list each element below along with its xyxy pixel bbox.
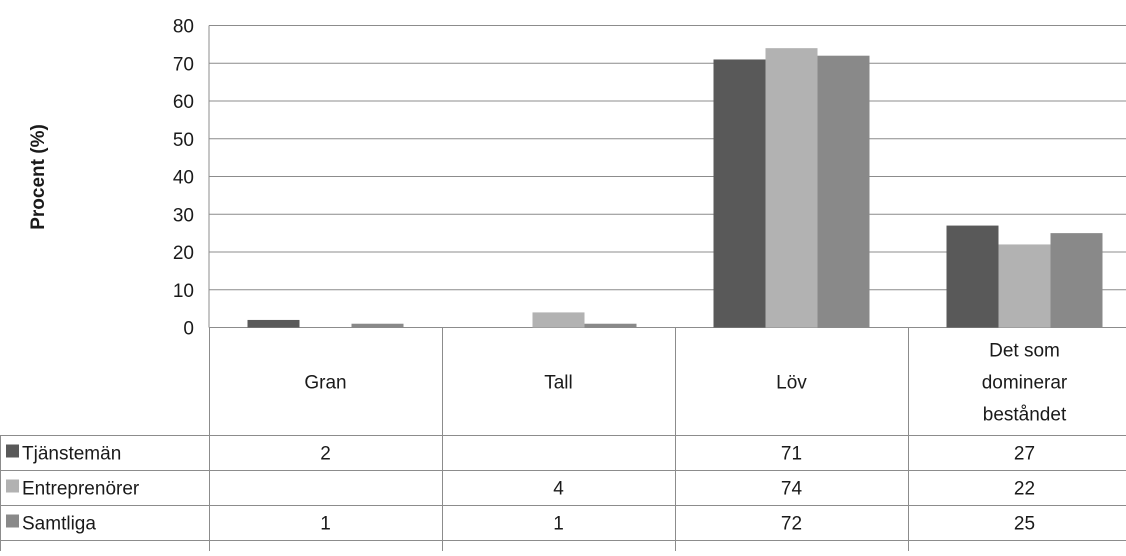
y-tick-label: 20 <box>173 243 194 264</box>
bar <box>1050 233 1103 328</box>
y-tick-label: 60 <box>173 92 194 113</box>
category-label: Tall <box>544 372 573 393</box>
legend-swatch <box>6 444 19 458</box>
table-value: 72 <box>781 514 802 535</box>
y-tick-label: 30 <box>173 205 194 226</box>
y-tick-label: 50 <box>173 130 194 151</box>
category-label: Gran <box>304 372 346 393</box>
y-tick-label: 40 <box>173 168 194 189</box>
y-tick-label: 70 <box>173 54 194 75</box>
table-value: 1 <box>553 514 564 535</box>
table-value: 25 <box>1014 514 1035 535</box>
bar <box>713 59 766 328</box>
bar <box>584 323 637 328</box>
category-label: Löv <box>776 372 807 393</box>
category-label: Det som <box>989 340 1060 361</box>
y-tick-label: 0 <box>183 319 194 340</box>
bar <box>817 55 870 328</box>
bar <box>998 244 1051 328</box>
table-value: 2 <box>320 444 331 465</box>
bar <box>946 225 999 328</box>
table-value: 27 <box>1014 444 1035 465</box>
legend-label: Entreprenörer <box>22 479 140 500</box>
y-tick-label: 10 <box>173 281 194 302</box>
bar <box>532 312 585 328</box>
table-value: 74 <box>781 479 803 500</box>
y-tick-label: 80 <box>173 17 194 38</box>
bar <box>351 323 404 328</box>
category-label: beståndet <box>983 404 1067 425</box>
legend-label: Tjänstemän <box>22 444 121 465</box>
bar <box>247 319 300 328</box>
legend-swatch <box>6 514 19 528</box>
bar <box>765 48 818 328</box>
table-value: 71 <box>781 444 802 465</box>
table-value: 22 <box>1014 479 1035 500</box>
table-value: 1 <box>320 514 331 535</box>
y-axis-label: Procent (%) <box>28 124 49 230</box>
legend-swatch <box>6 479 19 493</box>
category-label: dominerar <box>982 372 1068 393</box>
legend-label: Samtliga <box>22 514 96 535</box>
table-value: 4 <box>553 479 564 500</box>
